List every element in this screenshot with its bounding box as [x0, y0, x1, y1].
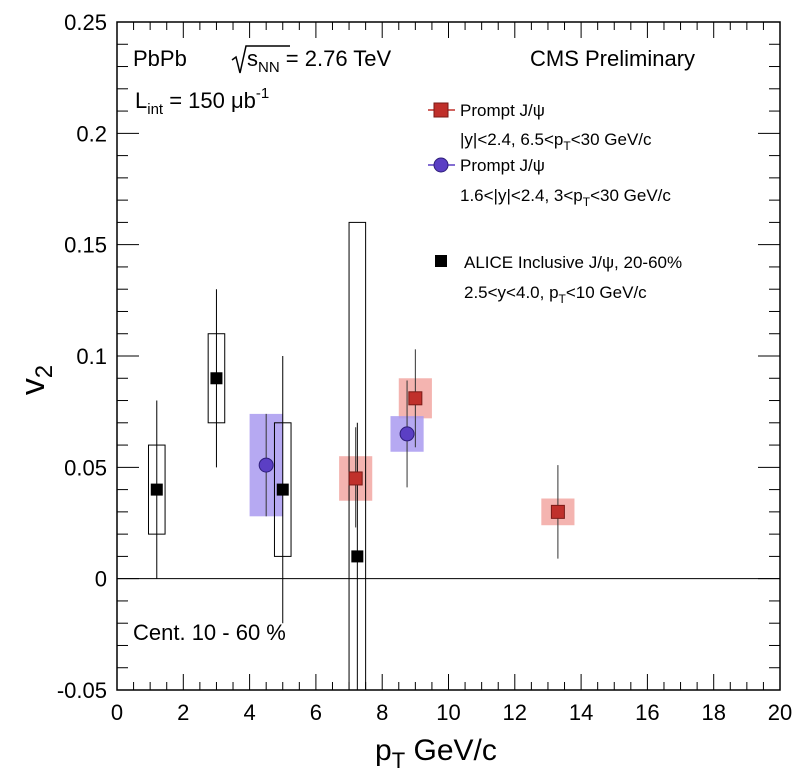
x-tick-label: 4 [243, 700, 255, 725]
legend-item-cms-forward: Prompt J/ψ |y|<2.4, 6.5<pT<30 GeV/c [428, 101, 652, 153]
axis-ticks: 0 2 4 6 8 10 12 14 16 18 20-0.0500.050.10.150.20.2… [57, 10, 792, 725]
data-point [258, 457, 274, 473]
y-tick-label: 0 [95, 567, 107, 592]
data-point [408, 391, 423, 406]
data-point [150, 483, 163, 496]
x-tick-label: 14 [569, 700, 593, 725]
legend-item-cms-wide: Prompt J/ψ 1.6<|y|<2.4, 3<pT<30 GeV/c [428, 156, 671, 209]
luminosity-label: Lint = 150 μb-1 [135, 85, 269, 118]
legend-item-alice: ALICE Inclusive J/ψ, 20-60% 2.5<y<4.0, p… [435, 253, 682, 306]
legend-sublabel: 2.5<y<4.0, pT<10 GeV/c [464, 283, 647, 306]
data-point [210, 372, 223, 385]
y-tick-label: 0.1 [76, 344, 107, 369]
legend: Prompt J/ψ |y|<2.4, 6.5<pT<30 GeV/c Prom… [428, 101, 682, 306]
data-point [276, 483, 289, 496]
svg-text:sNN = 2.76 TeV: sNN = 2.76 TeV [247, 46, 392, 76]
system-label: PbPb [133, 46, 187, 71]
x-tick-label: 6 [310, 700, 322, 725]
legend-marker-square-red [433, 102, 449, 118]
x-tick-label: 0 [111, 700, 123, 725]
legend-sublabel: 1.6<|y|<2.4, 3<pT<30 GeV/c [460, 186, 671, 209]
x-tick-label: 2 [177, 700, 189, 725]
energy-label: sNN = 2.76 TeV [231, 45, 392, 76]
legend-marker-square-black [435, 255, 447, 267]
x-tick-label: 20 [768, 700, 792, 725]
data-point [348, 471, 363, 486]
x-tick-label: 16 [635, 700, 659, 725]
x-tick-label: 18 [701, 700, 725, 725]
x-axis-title: pT GeV/c [375, 734, 497, 773]
legend-label: Prompt J/ψ [460, 156, 545, 175]
legend-sublabel: |y|<2.4, 6.5<pT<30 GeV/c [460, 130, 652, 153]
centrality-label: Cent. 10 - 60 % [133, 620, 286, 645]
data-point [351, 550, 364, 563]
y-tick-label: 0.05 [64, 455, 107, 480]
legend-label: ALICE Inclusive J/ψ, 20-60% [464, 253, 682, 272]
y-tick-label: 0.2 [76, 121, 107, 146]
x-tick-label: 12 [503, 700, 527, 725]
y-tick-label: -0.05 [57, 678, 107, 703]
data-point [550, 504, 565, 519]
y-tick-label: 0.25 [64, 10, 107, 35]
data-markers [150, 372, 565, 563]
data-point [399, 426, 415, 442]
legend-marker-circle-blue [433, 157, 449, 173]
legend-label: Prompt J/ψ [460, 101, 545, 120]
x-tick-label: 8 [376, 700, 388, 725]
sqrt-sign [231, 45, 290, 74]
x-tick-label: 10 [436, 700, 460, 725]
experiment-label: CMS Preliminary [530, 46, 695, 71]
y-tick-label: 0.15 [64, 233, 107, 258]
y-axis-title: v2 [14, 365, 58, 395]
